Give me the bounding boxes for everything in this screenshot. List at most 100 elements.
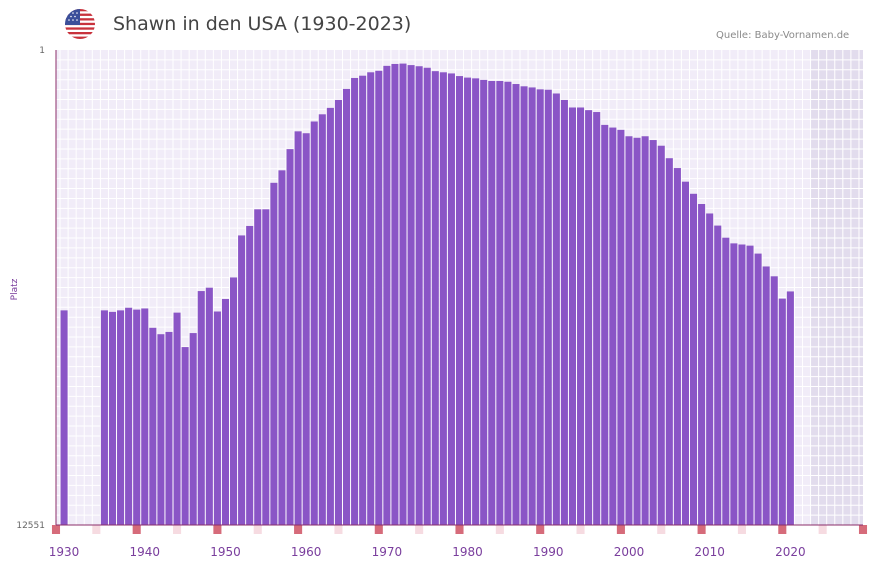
timeline-marker-2024 bbox=[818, 525, 827, 534]
bar-1971 bbox=[391, 63, 399, 526]
bar-1944 bbox=[173, 312, 181, 525]
x-tick-2000: 2000 bbox=[614, 545, 645, 559]
bar-1998 bbox=[609, 127, 617, 526]
bar-1985 bbox=[504, 81, 512, 526]
x-tick-1970: 1970 bbox=[372, 545, 403, 559]
bar-1967 bbox=[359, 75, 367, 525]
timeline-marker-1984 bbox=[495, 525, 504, 534]
usa-flag-icon bbox=[65, 9, 95, 39]
bar-1949 bbox=[213, 311, 221, 525]
bar-1981 bbox=[472, 78, 480, 525]
bar-1939 bbox=[133, 309, 141, 525]
bar-2000 bbox=[625, 136, 633, 526]
timeline-marker-1959 bbox=[294, 525, 303, 534]
bar-1930 bbox=[60, 310, 68, 525]
bar-1955 bbox=[262, 209, 270, 525]
bar-1954 bbox=[254, 209, 262, 525]
timeline-marker-1989 bbox=[536, 525, 545, 534]
x-tick-2010: 2010 bbox=[694, 545, 725, 559]
bar-2020 bbox=[786, 291, 794, 525]
timeline-marker-2014 bbox=[737, 525, 746, 534]
timeline-marker-1974 bbox=[415, 525, 424, 534]
bar-1947 bbox=[197, 291, 205, 525]
bar-1963 bbox=[326, 107, 334, 526]
bar-2009 bbox=[698, 204, 706, 525]
bar-1970 bbox=[383, 65, 391, 525]
timeline-marker-1949 bbox=[213, 525, 222, 534]
bar-1982 bbox=[480, 79, 488, 525]
bar-1991 bbox=[552, 93, 560, 526]
bar-1979 bbox=[455, 76, 464, 525]
bar-1943 bbox=[165, 331, 173, 525]
bar-1980 bbox=[464, 77, 472, 525]
timeline-marker-1929 bbox=[51, 525, 61, 534]
bar-2012 bbox=[722, 237, 730, 526]
bar-1953 bbox=[246, 225, 254, 525]
timeline-marker-1999 bbox=[616, 525, 625, 534]
timeline-marker-2029 bbox=[858, 525, 868, 534]
bar-1996 bbox=[593, 112, 601, 525]
timeline-marker-1994 bbox=[576, 525, 585, 534]
bar-1969 bbox=[375, 70, 383, 526]
bar-1959 bbox=[294, 131, 302, 525]
bar-1997 bbox=[601, 124, 609, 525]
source-credit: Quelle: Baby-Vornamen.de bbox=[716, 30, 850, 41]
timeline-marker-1954 bbox=[253, 525, 262, 534]
bar-2019 bbox=[778, 298, 786, 525]
bar-1951 bbox=[230, 277, 238, 525]
bar-2017 bbox=[762, 266, 770, 525]
bar-2004 bbox=[657, 145, 665, 525]
bar-1989 bbox=[536, 89, 544, 525]
x-tick-1940: 1940 bbox=[129, 545, 160, 559]
bar-2006 bbox=[673, 168, 681, 525]
bar-1974 bbox=[415, 66, 423, 525]
bar-1995 bbox=[585, 110, 593, 526]
bar-1942 bbox=[157, 334, 165, 525]
x-tick-2020: 2020 bbox=[775, 545, 806, 559]
timeline-marker-1944 bbox=[173, 525, 182, 534]
bar-1978 bbox=[447, 73, 455, 525]
y-axis-label: Platz bbox=[10, 278, 20, 300]
bar-2002 bbox=[641, 136, 649, 526]
x-tick-1930: 1930 bbox=[49, 545, 80, 559]
bar-1936 bbox=[108, 311, 117, 525]
bar-1993 bbox=[568, 107, 577, 525]
bar-1938 bbox=[125, 307, 133, 525]
x-tick-1950: 1950 bbox=[210, 545, 241, 559]
bar-1999 bbox=[617, 129, 625, 526]
bar-1962 bbox=[318, 114, 326, 525]
bar-1937 bbox=[117, 310, 125, 525]
bar-1968 bbox=[367, 72, 375, 525]
bar-1986 bbox=[512, 84, 520, 526]
bar-1948 bbox=[205, 287, 213, 525]
bar-1940 bbox=[141, 308, 149, 525]
bar-1946 bbox=[189, 333, 197, 525]
x-tick-1990: 1990 bbox=[533, 545, 564, 559]
bar-1983 bbox=[488, 80, 496, 525]
bar-1988 bbox=[528, 87, 536, 525]
bar-2013 bbox=[730, 243, 738, 525]
bar-1945 bbox=[181, 347, 189, 525]
bar-2005 bbox=[665, 158, 673, 525]
bar-1958 bbox=[286, 149, 294, 526]
bar-2015 bbox=[746, 245, 754, 525]
bar-1975 bbox=[423, 67, 431, 525]
bar-1990 bbox=[544, 89, 552, 525]
y-tick-top: 1 bbox=[39, 46, 45, 56]
timeline-marker-2009 bbox=[697, 525, 706, 534]
chart-title: Shawn in den USA (1930-2023) bbox=[113, 13, 412, 35]
bar-2018 bbox=[770, 276, 778, 525]
bar-2007 bbox=[681, 181, 689, 525]
timeline-marker-1979 bbox=[455, 525, 464, 534]
bar-2010 bbox=[706, 213, 714, 525]
bar-1992 bbox=[560, 99, 568, 526]
bar-1952 bbox=[238, 235, 246, 525]
bar-1966 bbox=[351, 77, 359, 525]
bar-1972 bbox=[399, 63, 407, 526]
timeline-marker-1969 bbox=[374, 525, 383, 534]
bar-2011 bbox=[714, 225, 722, 525]
bar-2003 bbox=[649, 140, 657, 525]
timeline-marker-2019 bbox=[778, 525, 787, 534]
x-tick-1980: 1980 bbox=[452, 545, 483, 559]
